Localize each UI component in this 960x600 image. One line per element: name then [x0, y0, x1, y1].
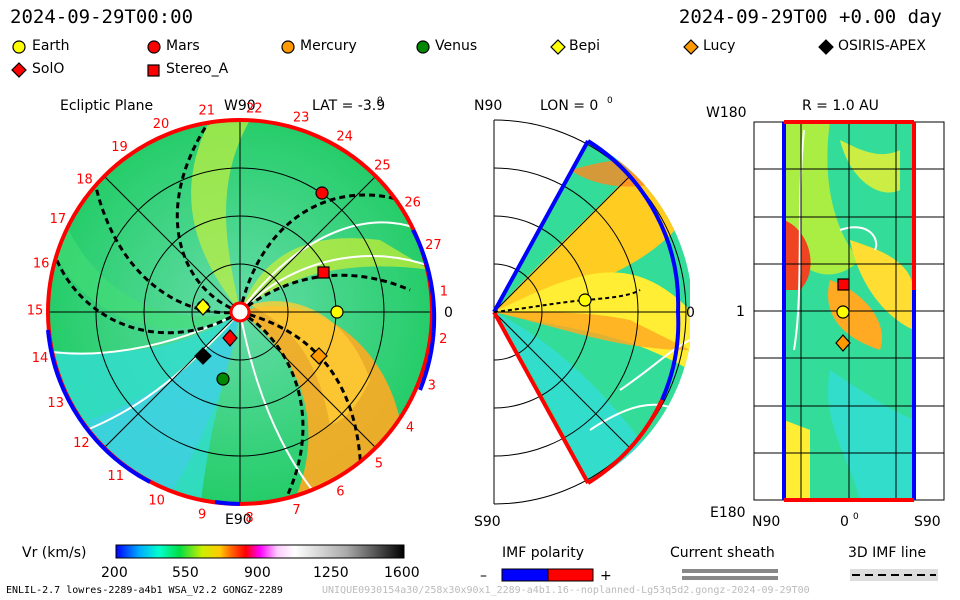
timestamp-left: 2024-09-29T00:00	[10, 6, 194, 28]
sphere-s90-label: S90	[914, 514, 941, 530]
carrington-number: 23	[293, 110, 310, 125]
legend-bepi-marker	[550, 39, 566, 55]
imf-line-title: 3D IMF line	[848, 545, 926, 561]
legend-mercury-marker	[281, 40, 295, 54]
velocity-colorbar: Vr (km/s) 200 550 900 1250 1600	[22, 544, 420, 581]
carrington-number: 8	[245, 511, 253, 526]
ecliptic-stereo-a	[317, 266, 330, 279]
sphere-panel: W180 E180 1 R = 1.0 AU N90 0 0 S90	[706, 98, 945, 530]
colorbar-tick-1250: 1250	[313, 565, 349, 581]
colorbar-tick-550: 550	[172, 565, 199, 581]
legend-solo-label: SolO	[32, 61, 65, 77]
carrington-number: 25	[374, 159, 391, 174]
sphere-lucy	[835, 334, 851, 352]
carrington-number: 17	[50, 212, 67, 227]
carrington-number: 22	[246, 102, 263, 117]
colorbar-title: Vr (km/s)	[22, 545, 86, 561]
carrington-number: 26	[404, 195, 421, 210]
ecliptic-mars	[315, 186, 329, 200]
legend-mercury-label: Mercury	[300, 38, 357, 54]
legend-stereo-marker	[147, 64, 160, 77]
ecliptic-osiris-apex	[194, 347, 212, 365]
legend-markers	[11, 39, 834, 78]
legend-osiris-marker	[818, 39, 834, 55]
footer-model-info: ENLIL-2.7 lowres-2289-a4b1 WSA_V2.2 GONG…	[6, 585, 283, 596]
carrington-number: 24	[336, 130, 353, 145]
current-sheath-title: Current sheath	[670, 545, 775, 561]
sphere-r-label: R = 1.0 AU	[802, 98, 879, 114]
carrington-number: 20	[153, 117, 170, 132]
ecliptic-e90-label: E90	[225, 512, 252, 528]
colorbar-tick-1600: 1600	[384, 565, 420, 581]
carrington-number: 19	[111, 140, 128, 155]
imf-plus-label: +	[600, 568, 612, 584]
ecliptic-title: Ecliptic Plane	[60, 98, 153, 114]
imf-polarity-title: IMF polarity	[502, 545, 584, 561]
bottom-legends: IMF polarity – + Current sheath 3D IMF l…	[480, 545, 938, 584]
carrington-number: 18	[76, 172, 93, 187]
meridional-0-label: 0	[686, 305, 695, 321]
legend-mars-marker	[147, 40, 161, 54]
ecliptic-lucy	[310, 347, 328, 365]
sphere-earth	[836, 305, 850, 319]
carrington-number: 21	[199, 104, 216, 119]
colorbar-tick-200: 200	[101, 565, 128, 581]
legend-bepi-label: Bepi	[569, 38, 600, 54]
legend-lucy-label: Lucy	[703, 38, 736, 54]
ecliptic-plane-panel: Ecliptic Plane W90 E90 0 LAT = -3.9 0 12…	[27, 96, 453, 528]
carrington-number: 16	[33, 256, 50, 271]
carrington-number: 10	[148, 493, 165, 508]
legend-mars-label: Mars	[166, 38, 200, 54]
ecliptic-solo	[222, 329, 238, 347]
meridional-n90-label: N90	[474, 98, 502, 114]
legend-osiris-label: OSIRIS-APEX	[838, 38, 926, 54]
sphere-stereo-a	[837, 278, 850, 291]
carrington-number: 5	[375, 457, 383, 472]
footer-run-id: UNIQUE0930154a30/258x30x90x1_2289-a4b1.1…	[322, 585, 810, 596]
sphere-n90-label: N90	[752, 514, 780, 530]
sphere-degree: 0	[853, 512, 859, 522]
meridional-lon-degree: 0	[607, 96, 613, 106]
sphere-w180-label: W180	[706, 105, 747, 121]
carrington-number: 7	[292, 503, 300, 518]
ecliptic-bepi	[195, 298, 211, 316]
carrington-number: 15	[27, 304, 44, 319]
legend-venus-label: Venus	[435, 38, 478, 54]
legend-stereo-label: Stereo_A	[166, 61, 229, 77]
carrington-number: 4	[406, 421, 414, 436]
legend-earth-marker	[12, 40, 26, 54]
meridional-lon-label: LON = 0	[540, 98, 598, 114]
meridional-earth	[578, 293, 592, 307]
carrington-number: 14	[32, 351, 49, 366]
sphere-e180-label: E180	[710, 505, 746, 521]
legend-venus-marker	[416, 40, 430, 54]
carrington-number: 1	[440, 285, 448, 300]
meridional-plane-panel: N90 S90 0 LON = 0 0	[474, 96, 695, 530]
carrington-number: 12	[73, 436, 90, 451]
sphere-1-label: 1	[736, 304, 745, 320]
carrington-number: 3	[428, 378, 436, 393]
legend-lucy-marker	[683, 39, 699, 55]
colorbar-tick-900: 900	[244, 565, 271, 581]
ecliptic-w90-label: W90	[224, 98, 256, 114]
ecliptic-lat-label: LAT = -3.9	[312, 98, 385, 114]
carrington-number: 2	[439, 332, 447, 347]
ecliptic-earth	[330, 305, 344, 319]
timestamp-right: 2024-09-29T00 +0.00 day	[678, 6, 942, 28]
imf-minus-label: –	[480, 568, 487, 584]
ecliptic-0-label: 0	[444, 305, 453, 321]
sphere-0-label: 0	[840, 514, 849, 530]
carrington-number: 13	[47, 396, 64, 411]
legend-earth-label: Earth	[32, 38, 70, 54]
meridional-s90-label: S90	[474, 514, 501, 530]
carrington-number: 11	[107, 469, 124, 484]
ecliptic-lat-degree: 0	[377, 96, 383, 106]
ecliptic-venus	[216, 372, 230, 386]
carrington-number: 27	[425, 238, 442, 253]
carrington-number: 9	[198, 508, 206, 523]
legend-solo-marker	[11, 62, 27, 78]
carrington-number: 6	[336, 485, 344, 500]
